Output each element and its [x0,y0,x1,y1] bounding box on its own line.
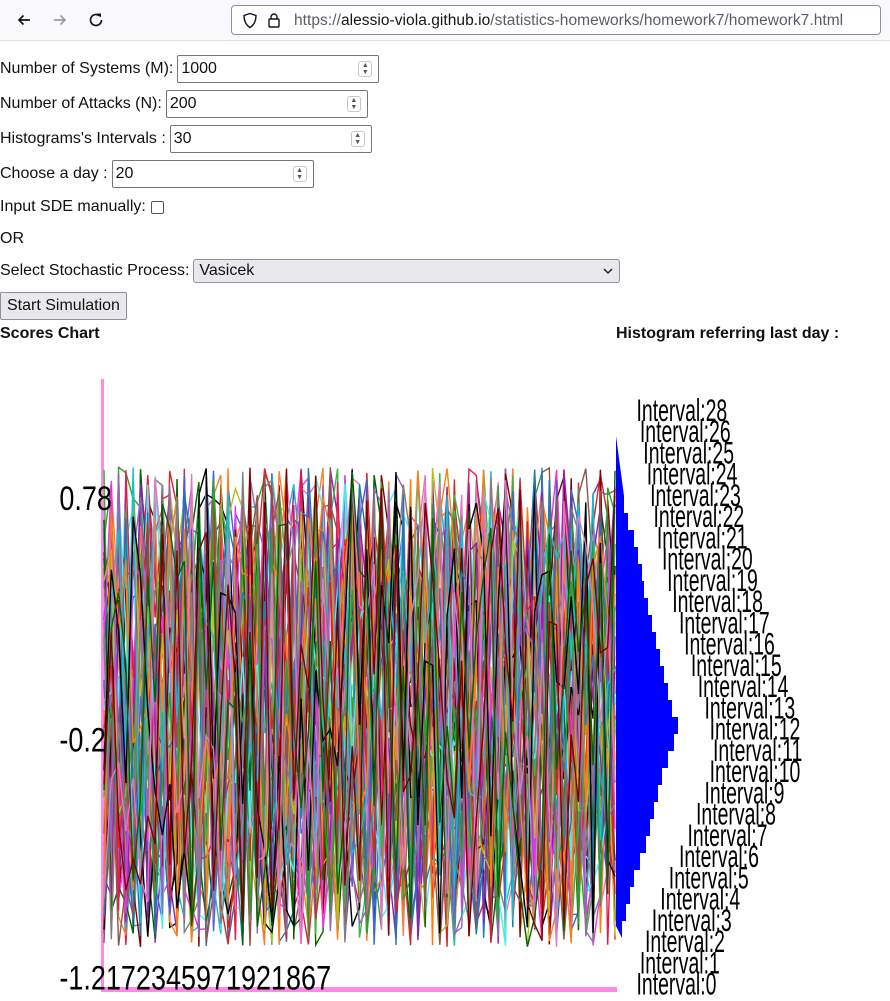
score-path [103,473,616,947]
score-path [103,468,616,934]
process-select[interactable]: Vasicek [193,259,621,283]
histogram-label: Interval:25 [643,437,734,471]
reload-button[interactable] [84,8,108,32]
day-label: Choose a day : [0,165,108,182]
histogram-label: Interval:22 [654,501,745,535]
y-label-bottom: -1.2172345971921867 [59,958,331,997]
histogram-label: Interval:0 [637,968,717,1001]
y-label-mid: -0.2 [59,720,106,759]
day-input[interactable]: 20 ▲ ▼ [111,160,314,188]
histogram-label: Interval:5 [669,862,749,896]
process-value: Vasicek [199,262,255,279]
histogram-labels: Interval:28Interval:26Interval:25Interva… [637,395,803,1001]
intervals-row: Histograms's Intervals : 30 ▲ ▼ [0,125,372,153]
histogram-label: Interval:15 [691,650,782,684]
histogram-label: Interval:14 [698,671,789,705]
page-content: Number of Systems (M): 1000 ▲ ▼ Number of… [0,41,890,1001]
start-row: Start Simulation [0,292,127,320]
histogram-label: Interval:7 [688,820,768,854]
paths-group [103,465,616,948]
address-bar[interactable]: https://alessio-viola.github.io/statisti… [231,5,881,35]
scores-chart: 0.78 -0.2 -1.2172345971921867 [59,379,617,997]
histogram-label: Interval:10 [710,756,801,790]
histogram-label: Interval:9 [705,777,785,811]
histogram-label: Interval:8 [696,798,776,832]
histogram-chart: Interval:28Interval:26Interval:25Interva… [616,395,803,1001]
score-path [103,470,616,947]
lock-icon [268,13,280,28]
histogram-label: Interval:21 [657,522,748,556]
y-axis [101,379,104,992]
day-value: 20 [115,165,134,182]
spinner-icon[interactable]: ▲ ▼ [350,131,365,147]
process-row: Select Stochastic Process: Vasicek [0,259,621,283]
dropdown-chevron-icon [603,268,613,275]
intervals-value: 30 [173,130,192,147]
histogram-label: Interval:13 [705,692,796,726]
score-path [103,469,616,941]
day-row: Choose a day : 20 ▲ ▼ [0,160,314,188]
histogram-label: Interval:23 [650,480,741,514]
histogram-label: Interval:19 [667,565,758,599]
browser-toolbar: https://alessio-viola.github.io/statisti… [0,0,890,41]
attacks-row: Number of Attacks (N): 200 ▲ ▼ [0,90,368,118]
manual-row: Input SDE manually: [0,198,164,216]
intervals-input[interactable]: 30 ▲ ▼ [169,125,372,153]
histogram-label: Interval:11 [713,735,802,769]
shield-icon [243,12,257,29]
spinner-icon[interactable]: ▲ ▼ [358,61,373,77]
histogram-label: Interval:16 [684,628,775,662]
histogram-label: Interval:6 [679,841,759,875]
start-simulation-button[interactable]: Start Simulation [0,292,127,320]
histogram-label: Interval:26 [640,416,731,450]
intervals-label: Histograms's Intervals : [0,130,166,147]
histogram-label: Interval:2 [645,926,725,960]
back-arrow-icon [17,14,30,26]
score-path [103,471,616,943]
forward-button[interactable] [48,8,72,32]
histogram-label: Interval:18 [672,586,763,620]
attacks-input[interactable]: 200 ▲ ▼ [165,90,368,118]
systems-input[interactable]: 1000 ▲ ▼ [177,55,380,83]
histogram-label: Interval:28 [637,395,728,429]
reload-icon [89,13,103,27]
histogram-bars [616,436,678,938]
x-axis [101,987,617,992]
url-text: https://alessio-viola.github.io/statisti… [294,12,844,29]
spinner-icon[interactable]: ▲ ▼ [292,166,307,182]
histogram-label: Interval:3 [652,905,732,939]
or-text: OR [0,230,24,247]
histogram-label: Interval:1 [640,947,720,981]
forward-arrow-icon [54,14,67,26]
manual-checkbox[interactable] [150,200,164,214]
histogram-label: Interval:20 [662,543,753,577]
histogram-label: Interval:24 [647,458,738,492]
manual-label: Input SDE manually: [0,198,146,215]
attacks-value: 200 [169,95,197,112]
systems-value: 1000 [181,60,217,77]
y-label-top: 0.78 [59,479,112,518]
spinner-icon[interactable]: ▲ ▼ [346,96,361,112]
back-button[interactable] [12,8,36,32]
scores-chart-title: Scores Chart [0,325,100,342]
systems-label: Number of Systems (M): [0,60,174,77]
attacks-label: Number of Attacks (N): [0,95,162,112]
systems-row: Number of Systems (M): 1000 ▲ ▼ [0,55,380,83]
histogram-label: Interval:12 [710,713,801,747]
histogram-title: Histogram referring last day : [616,325,840,342]
process-label: Select Stochastic Process: [0,262,190,279]
histogram-label: Interval:4 [660,883,740,917]
histogram-label: Interval:17 [679,607,770,641]
